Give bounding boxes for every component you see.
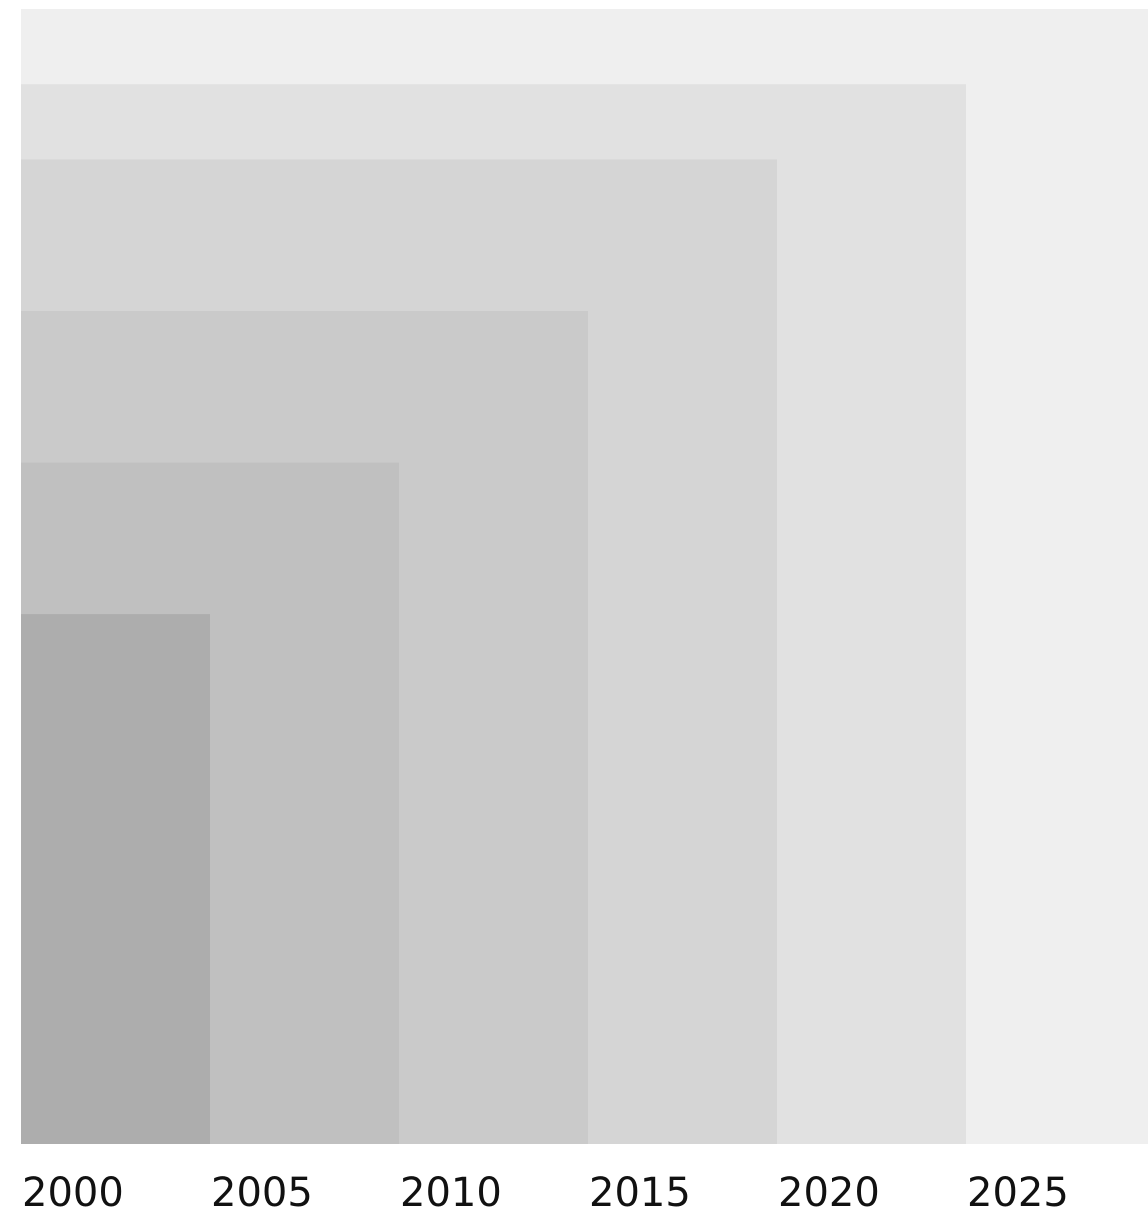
x-tick-label: 2010 (400, 1170, 502, 1216)
chart-bands (21, 9, 1148, 1144)
x-tick-label: 2005 (211, 1170, 313, 1216)
x-tick-label: 2015 (589, 1170, 691, 1216)
x-tick-label: 2020 (778, 1170, 880, 1216)
area-band-2005 (21, 614, 210, 1144)
x-tick-label: 2000 (22, 1170, 124, 1216)
x-axis-ticks: 2000 2005 2010 2015 2020 2025 (22, 1170, 1069, 1216)
x-tick-label: 2025 (967, 1170, 1069, 1216)
